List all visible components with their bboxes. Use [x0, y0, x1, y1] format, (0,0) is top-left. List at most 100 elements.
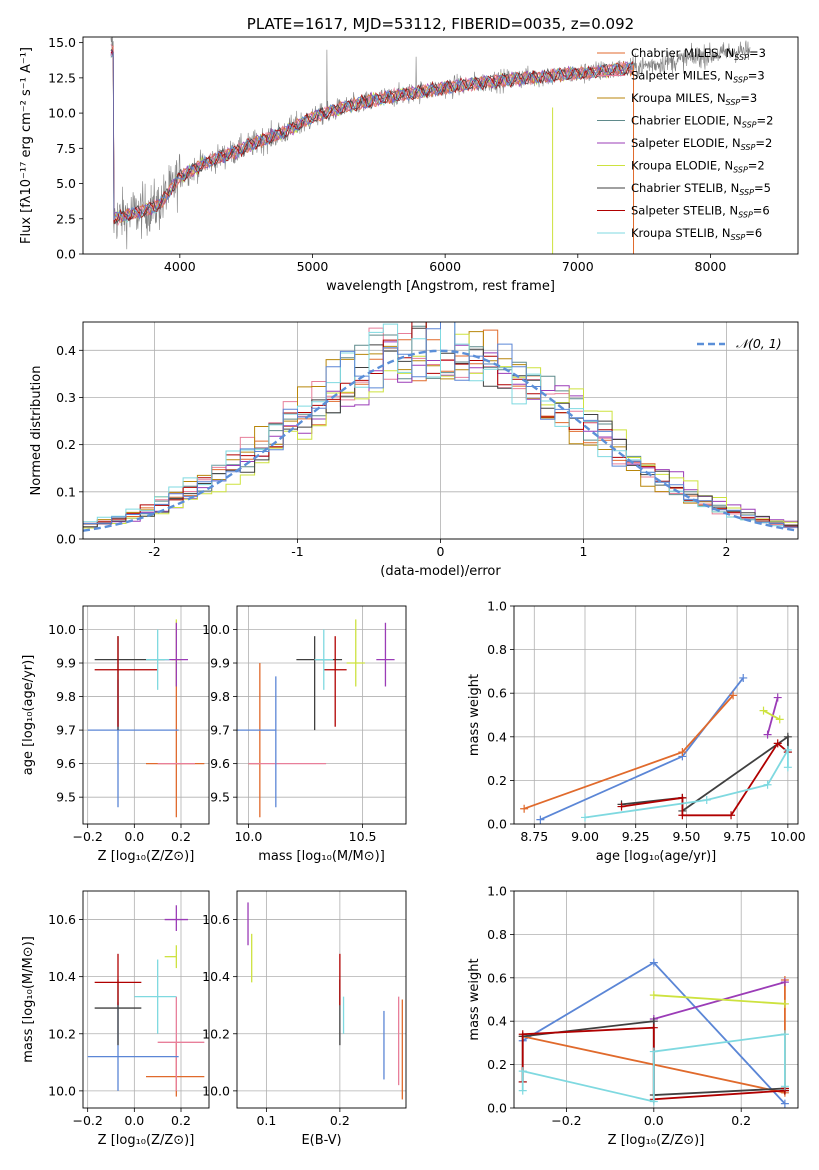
y-tick-label: 10.4	[48, 969, 76, 984]
age_vs_Z-axes: −0.2 0.0 0.2 9.5 9.6 9.7 9.8 9.9 10.0 Z [log₁₀(Z/…	[21, 606, 209, 864]
y-tick-label: 10.6	[48, 912, 76, 927]
y-tick-label: 12.5	[48, 70, 76, 85]
mass_vs_Z-frame	[82, 890, 210, 1109]
legend-suffix: =5	[754, 181, 771, 195]
mass-weight-point	[780, 978, 789, 987]
y-tick-label: 0.0	[487, 817, 507, 832]
x-tick-label: 0.0	[644, 1113, 664, 1128]
legend-entry: Chabrier ELODIE, NSSP=2	[631, 114, 773, 130]
legend-subscript: SSP	[726, 98, 741, 107]
y-tick-label: 10.6	[202, 912, 230, 927]
mass-weight-series	[621, 741, 789, 817]
y-tick-label: 10.0	[202, 1083, 230, 1098]
spectrum-axes: 4000 5000 6000 7000 8000 0.0 2.5 5.0 7.5 10.0 12.5…	[19, 35, 726, 294]
mass-weight-point	[759, 706, 768, 715]
y-tick-label: 9.7	[210, 723, 230, 738]
mass_weight_vs_age-frame	[513, 605, 799, 825]
x-tick-label: 10.0	[234, 829, 262, 844]
legend-suffix: =3	[748, 69, 765, 83]
y-tick-label: 0.4	[487, 729, 507, 744]
normal-curve	[83, 349, 798, 532]
y-tick-label: 5.0	[56, 176, 76, 191]
age_vs_mass-plot-area	[237, 619, 395, 818]
mass-weight-point	[783, 745, 792, 754]
mass_weight_vs_age-plot-area	[520, 673, 792, 824]
y-tick-label: 0.3	[56, 390, 76, 405]
mass-weight-point	[536, 815, 545, 824]
y-axis-label: mass [log₁₀(M/M⊙)]	[21, 936, 36, 1063]
mass-weight-point	[773, 693, 782, 702]
x-tick-label: −0.2	[551, 1113, 581, 1128]
y-tick-label: 0.4	[487, 1014, 507, 1029]
y-tick-label: 10.0	[48, 106, 76, 121]
mass-weight-point	[783, 763, 792, 772]
mass-weight-series	[653, 981, 786, 1020]
mass-weight-point	[780, 999, 789, 1008]
y-tick-label: 10.4	[202, 969, 230, 984]
y-tick-label: 0.6	[487, 686, 507, 701]
x-axis-label: mass [log₁₀(M/M⊙)]	[258, 849, 385, 864]
y-tick-label: 1.0	[487, 884, 507, 899]
y-tick-label: 10.2	[48, 1026, 76, 1041]
mass-weight-point	[780, 1030, 789, 1039]
y-tick-label: 9.6	[56, 756, 76, 771]
x-tick-label: −0.2	[72, 1113, 102, 1128]
legend-suffix: =2	[748, 159, 765, 173]
legend-entry: Kroupa MILES, NSSP=3	[631, 91, 757, 107]
mass_vs_ebv-frame	[236, 890, 407, 1109]
y-axis-label: Flux [fλ10⁻¹⁷ erg cm⁻² s⁻¹ A⁻¹]	[19, 47, 34, 244]
mass_weight_vs_Z-frame	[513, 890, 799, 1109]
legend-label: Salpeter MILES, N	[631, 69, 733, 83]
mass_weight_vs_Z-plot-area	[518, 958, 789, 1108]
y-tick-label: 10.0	[48, 1083, 76, 1098]
legend-entry: 𝒩(0, 1)	[736, 336, 782, 351]
y-tick-label: 0.0	[56, 247, 76, 262]
plot-layer: 4000 5000 6000 7000 80000.02.55.07.510.012.5…	[19, 15, 806, 1148]
x-tick-label: −0.2	[72, 829, 102, 844]
y-tick-label: 0.8	[487, 642, 507, 657]
x-axis-label: Z [log₁₀(Z/Z⊙)]	[608, 1133, 705, 1148]
x-tick-label: 10.00	[770, 829, 806, 844]
x-tick-label: 9.50	[673, 829, 701, 844]
x-tick-label: 9.00	[571, 829, 599, 844]
x-tick-label: 0.1	[256, 1113, 276, 1128]
y-tick-label: 10.2	[202, 1026, 230, 1041]
residuals-frame	[82, 321, 799, 540]
residuals-plot-area	[83, 322, 798, 532]
x-axis-label: Z [log₁₀(Z/Z⊙)]	[98, 1133, 195, 1148]
mass-weight-point	[729, 691, 738, 700]
legend-entry: Salpeter STELIB, NSSP=6	[631, 204, 770, 220]
mass-weight-point	[518, 1086, 527, 1095]
x-tick-label: 7000	[562, 259, 594, 274]
x-axis-label: Z [log₁₀(Z/Z⊙)]	[98, 849, 195, 864]
y-tick-label: 10.0	[202, 622, 230, 637]
mass-weight-point	[678, 811, 687, 820]
y-axis-label: age [log₁₀(age/yr)]	[21, 655, 36, 776]
x-tick-label: 0.2	[330, 1113, 350, 1128]
y-tick-label: 0.2	[56, 437, 76, 452]
legend-suffix: =6	[745, 226, 762, 240]
y-axis-label: Normed distribution	[29, 366, 44, 496]
mass-weight-point	[520, 804, 529, 813]
model-spectrum-line	[110, 45, 634, 223]
mass-weight-series	[763, 709, 781, 721]
mass-weight-point	[702, 796, 711, 805]
legend-subscript: SSP	[734, 53, 749, 62]
age_vs_Z-plot-area	[87, 619, 205, 818]
legend-suffix: =3	[749, 46, 766, 60]
mass-weight-point	[763, 780, 772, 789]
y-tick-label: 0.4	[56, 343, 76, 358]
residual-histogram	[83, 322, 798, 529]
spectrum-plot-area	[110, 37, 751, 254]
y-tick-label: 0.2	[487, 773, 507, 788]
legend-label: Salpeter STELIB, N	[631, 204, 738, 218]
mass-weight-series	[653, 994, 785, 1005]
x-tick-label: 0.2	[171, 829, 191, 844]
mass-weight-point	[727, 811, 736, 820]
y-tick-label: 9.9	[56, 656, 76, 671]
legend-subscript: SSP	[739, 188, 754, 197]
age_vs_mass-axes: 10.0 10.5 9.5 9.6 9.7 9.8 9.9 10.0 mass [log₁₀(M…	[202, 606, 406, 864]
x-tick-label: 0	[437, 544, 445, 559]
mass-weight-point	[617, 802, 626, 811]
